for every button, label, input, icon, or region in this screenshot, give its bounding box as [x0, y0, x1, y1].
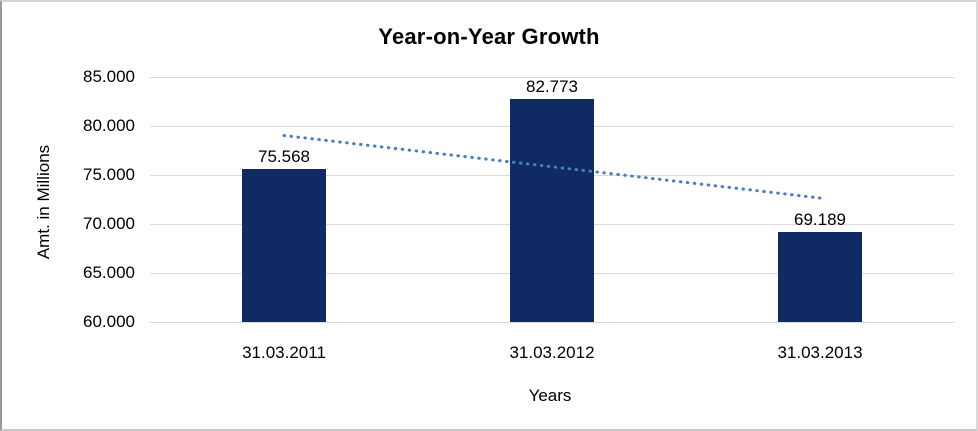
- y-axis-tick-label: 80.000: [83, 116, 135, 135]
- y-axis-title: Amt. in Millions: [34, 144, 53, 260]
- y-axis-tick-label: 60.000: [83, 312, 135, 331]
- y-axis-tick-label: 75.000: [83, 165, 135, 184]
- y-axis-tick-label: 65.000: [83, 263, 135, 282]
- data-label: 69.189: [794, 209, 846, 229]
- y-axis-tick-label: 85.000: [83, 67, 135, 86]
- trendline: [282, 134, 822, 200]
- x-axis-category-label: 31.03.2013: [777, 343, 863, 362]
- gridline: [150, 76, 954, 78]
- bar-31.03.2011: [242, 169, 326, 322]
- x-axis-category-label: 31.03.2012: [509, 343, 595, 362]
- chart-title: Year-on-Year Growth: [378, 24, 600, 49]
- plot-area: 75.568 82.773 69.189: [150, 76, 954, 323]
- data-label: 75.568: [258, 147, 310, 167]
- trendline-path: [282, 134, 822, 200]
- bar-31.03.2012: [510, 98, 594, 322]
- y-axis-tick-label: 70.000: [83, 214, 135, 233]
- gridline: [150, 321, 954, 323]
- data-label: 82.773: [526, 76, 578, 96]
- x-axis-category-label: 31.03.2011: [242, 343, 326, 362]
- x-axis-title: Years: [528, 386, 572, 405]
- bar-31.03.2013: [778, 231, 862, 322]
